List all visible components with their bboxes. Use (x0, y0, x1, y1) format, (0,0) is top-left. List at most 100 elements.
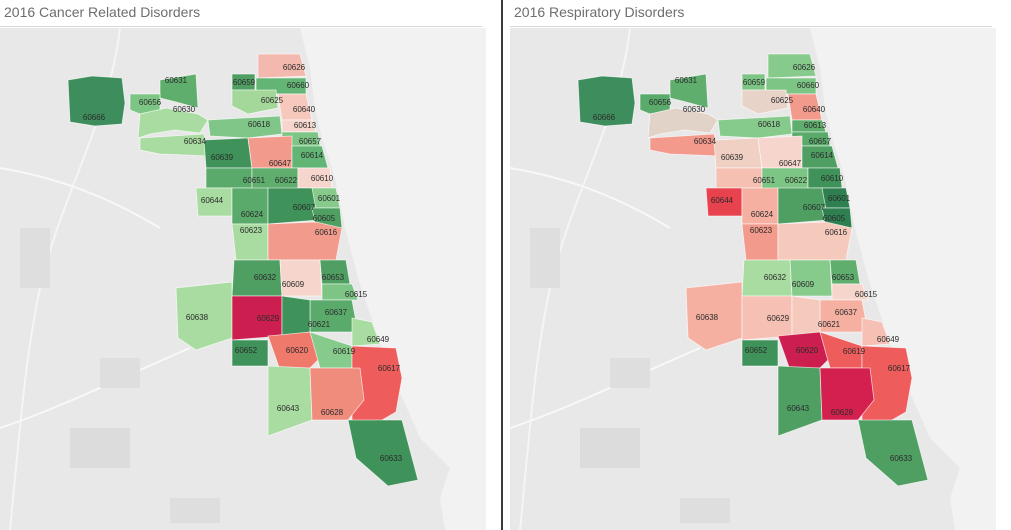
map-title: 2016 Cancer Related Disorders (4, 4, 201, 20)
zip-label-60638: 60638 (696, 313, 719, 322)
zip-label-60653: 60653 (832, 273, 855, 282)
zip-label-60629: 60629 (257, 314, 280, 323)
zip-label-60613: 60613 (294, 121, 317, 130)
zip-label-60634: 60634 (694, 137, 717, 146)
zip-label-60607: 60607 (803, 203, 826, 212)
zip-label-60629: 60629 (767, 314, 790, 323)
zip-label-60637: 60637 (325, 308, 348, 317)
zip-label-60632: 60632 (254, 273, 277, 282)
zip-label-60632: 60632 (764, 273, 787, 282)
zip-label-60660: 60660 (287, 81, 310, 90)
zip-label-60637: 60637 (835, 308, 858, 317)
zip-label-60649: 60649 (367, 335, 390, 344)
zip-region-60615[interactable] (321, 283, 359, 301)
zip-label-60628: 60628 (831, 408, 854, 417)
zip-region-60625[interactable] (231, 89, 279, 115)
map-panel-cancer: 2016 Cancer Related Disorders 60666 60631… (0, 0, 496, 530)
zip-label-60620: 60620 (286, 346, 309, 355)
zip-label-60624: 60624 (241, 210, 264, 219)
zip-label-60651: 60651 (243, 176, 266, 185)
zip-region-60633[interactable] (857, 419, 929, 487)
zip-label-60623: 60623 (240, 226, 263, 235)
zip-label-60624: 60624 (751, 210, 774, 219)
zip-region-60609[interactable] (279, 259, 323, 297)
zip-region-60616[interactable] (777, 221, 853, 261)
zip-label-60614: 60614 (301, 151, 324, 160)
zip-region-60634[interactable] (139, 133, 211, 157)
zip-label-60659: 60659 (743, 78, 766, 87)
zip-region-60666[interactable] (577, 75, 636, 127)
zip-label-60640: 60640 (293, 105, 316, 114)
zip-region-60634[interactable] (649, 133, 721, 157)
zip-label-60639: 60639 (211, 153, 234, 162)
zip-label-60640: 60640 (803, 105, 826, 114)
zip-region-60633[interactable] (347, 419, 419, 487)
zip-label-60621: 60621 (818, 320, 841, 329)
zip-label-60656: 60656 (649, 98, 672, 107)
zip-label-60626: 60626 (793, 63, 816, 72)
zip-label-60618: 60618 (248, 120, 271, 129)
zip-label-60619: 60619 (333, 347, 356, 356)
zip-label-60626: 60626 (283, 63, 306, 72)
zip-label-60607: 60607 (293, 203, 316, 212)
zip-label-60634: 60634 (184, 137, 207, 146)
title-divider (0, 26, 482, 27)
zip-region-60630[interactable] (137, 107, 209, 139)
zip-label-60613: 60613 (804, 121, 827, 130)
zip-label-60622: 60622 (275, 176, 298, 185)
zip-label-60653: 60653 (322, 273, 345, 282)
zip-region-60620[interactable] (777, 331, 831, 371)
zip-region-60649[interactable] (351, 317, 381, 347)
zip-label-60652: 60652 (745, 346, 768, 355)
title-divider (510, 26, 992, 27)
zip-region-60626[interactable] (767, 53, 817, 79)
zip-region-60630[interactable] (647, 107, 719, 139)
zip-region-60616[interactable] (267, 221, 343, 261)
zip-label-60621: 60621 (308, 320, 331, 329)
zip-label-60620: 60620 (796, 346, 819, 355)
zip-label-60633: 60633 (890, 454, 913, 463)
zip-label-60656: 60656 (139, 98, 162, 107)
zip-label-60628: 60628 (321, 408, 344, 417)
zip-region-60621[interactable] (791, 295, 821, 337)
zip-region-60618[interactable] (207, 115, 283, 139)
zip-label-60652: 60652 (235, 346, 258, 355)
map-title: 2016 Respiratory Disorders (514, 4, 685, 20)
zip-region-60620[interactable] (267, 331, 321, 371)
zip-label-60609: 60609 (792, 280, 815, 289)
zip-region-60666[interactable] (67, 75, 126, 127)
zip-label-60643: 60643 (277, 404, 300, 413)
zip-label-60644: 60644 (201, 196, 224, 205)
zip-label-60605: 60605 (313, 214, 336, 223)
zip-label-60630: 60630 (683, 105, 706, 114)
zip-label-60649: 60649 (877, 335, 900, 344)
zip-region-60649[interactable] (861, 317, 891, 347)
zip-region-60615[interactable] (831, 283, 869, 301)
zip-label-60617: 60617 (888, 364, 911, 373)
zip-region-60638[interactable] (685, 281, 743, 351)
panel-divider (501, 0, 503, 530)
zip-label-60616: 60616 (825, 228, 848, 237)
choropleth-map-cancer[interactable]: 60666 60631 60656 60630 60659 60626 6066060625… (0, 28, 486, 530)
zip-region-60628[interactable] (819, 367, 875, 421)
zip-region-60638[interactable] (175, 281, 233, 351)
map-panel-respiratory: 2016 Respiratory Disorders 60666 60631 606… (510, 0, 1011, 530)
zip-region-60628[interactable] (309, 367, 365, 421)
zip-label-60625: 60625 (771, 96, 794, 105)
zip-region-60609[interactable] (789, 259, 833, 297)
zip-label-60660: 60660 (797, 81, 820, 90)
zip-label-60616: 60616 (315, 228, 338, 237)
zip-label-60617: 60617 (378, 364, 401, 373)
zip-label-60610: 60610 (311, 174, 334, 183)
zip-label-60619: 60619 (843, 347, 866, 356)
zip-label-60639: 60639 (721, 153, 744, 162)
zip-region-60625[interactable] (741, 89, 789, 115)
zip-region-60621[interactable] (281, 295, 311, 337)
zip-region-60618[interactable] (717, 115, 793, 139)
zip-label-60659: 60659 (233, 78, 256, 87)
choropleth-map-respiratory[interactable]: 60666 60631 60656 60630 60659 60626 6066060625… (510, 28, 996, 530)
zip-label-60614: 60614 (811, 151, 834, 160)
zip-label-60644: 60644 (711, 196, 734, 205)
zip-label-60601: 60601 (318, 194, 341, 203)
zip-region-60626[interactable] (257, 53, 307, 79)
